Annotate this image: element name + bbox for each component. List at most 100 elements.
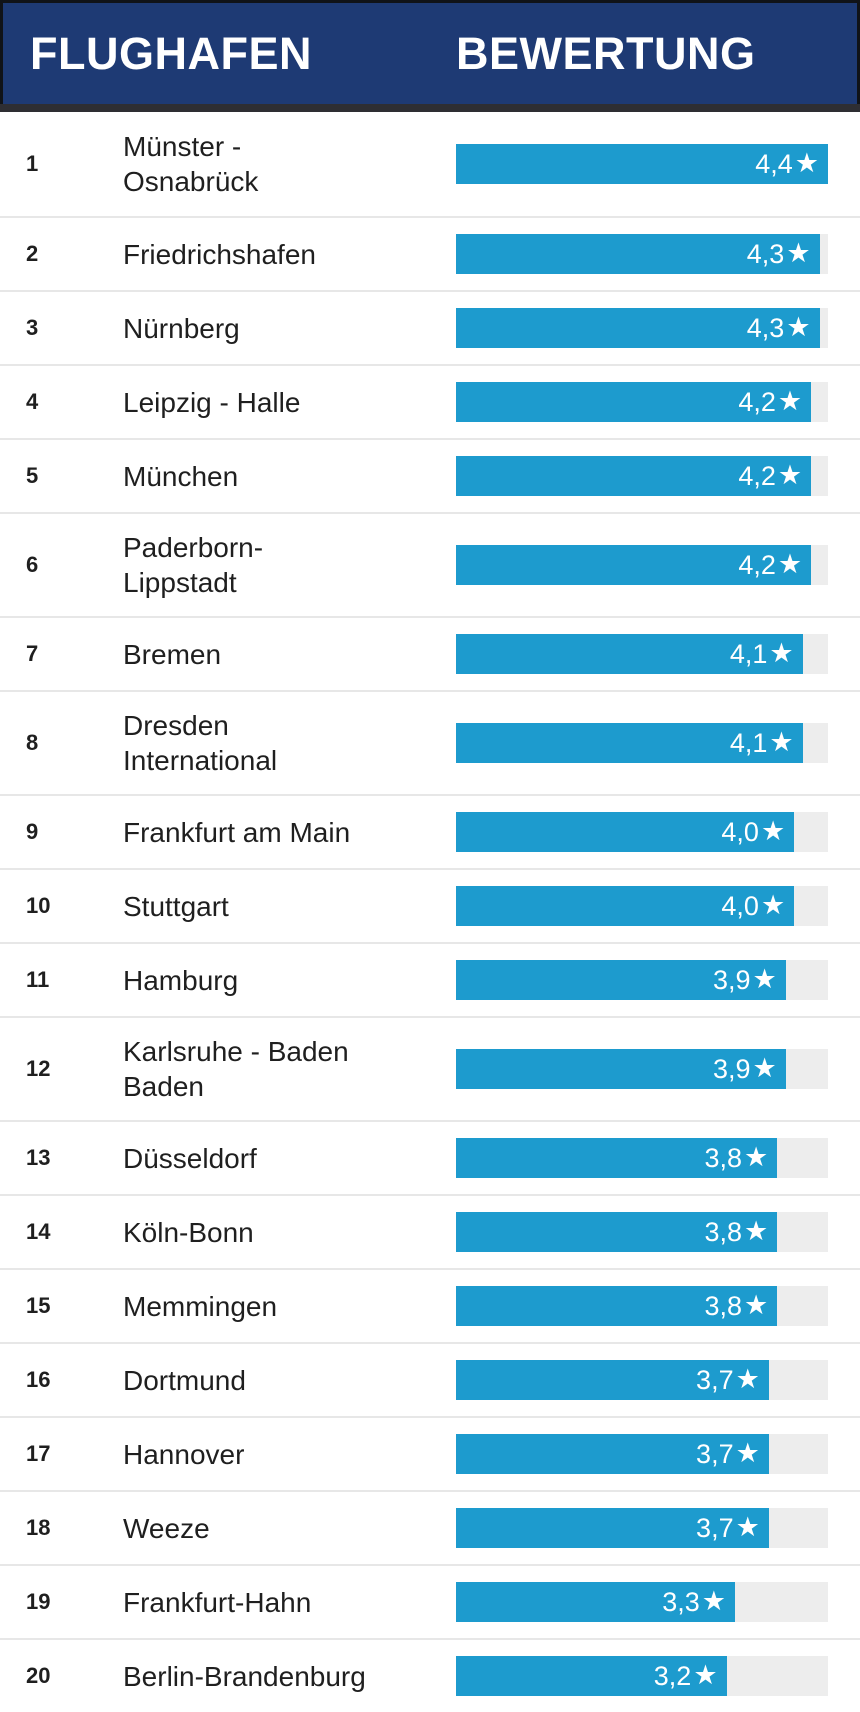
rating-value: 4,0 — [721, 816, 759, 847]
rating-bar-track: 4,4 ★ — [456, 144, 828, 184]
airport-name: Nürnberg — [123, 312, 240, 344]
rating-bar-track: 4,3 ★ — [456, 234, 828, 274]
table-row: 16 Dortmund 3,7 ★ — [0, 1342, 860, 1416]
star-icon: ★ — [752, 963, 777, 994]
airport-name: Stuttgart — [123, 890, 229, 922]
rating-bar-track: 4,0 ★ — [456, 886, 828, 926]
rating-value: 3,9 — [712, 964, 751, 995]
table-row: 3 Nürnberg 4,3 ★ — [0, 290, 860, 364]
rank-label: 9 — [26, 819, 39, 844]
rating-bar: 4,0 ★ — [456, 886, 795, 926]
rating-value: 3,7 — [696, 1438, 734, 1469]
star-icon: ★ — [777, 385, 803, 416]
table-row: 13 Düsseldorf 3,8 ★ — [0, 1120, 860, 1194]
rank-label: 11 — [26, 967, 50, 992]
rating-bar-track: 3,9 ★ — [456, 960, 828, 1000]
airport-name: Friedrichshafen — [123, 238, 316, 270]
table-row: 15 Memmingen 3,8 ★ — [0, 1268, 860, 1342]
rating-bar: 4,0 ★ — [456, 812, 795, 852]
rating-value: 4,2 — [738, 460, 776, 491]
rating-value: 4,3 — [746, 238, 785, 269]
table-row: 11 Hamburg 3,9 ★ — [0, 942, 860, 1016]
airport-name: Paderborn- Lippstadt — [123, 532, 264, 598]
rating-value: 4,4 — [755, 148, 793, 179]
table-row: 12 Karlsruhe - Baden Baden 3,9 ★ — [0, 1016, 860, 1120]
rating-bar: 4,2 ★ — [456, 456, 812, 496]
star-icon: ★ — [752, 1052, 777, 1083]
header-divider — [0, 104, 860, 112]
airport-name: Hannover — [123, 1438, 245, 1470]
airport-name: Leipzig - Halle — [123, 386, 301, 418]
rank-label: 20 — [26, 1663, 51, 1688]
rating-bar-track: 4,2 ★ — [456, 382, 828, 422]
airport-name: München — [123, 460, 239, 492]
rank-label: 17 — [26, 1441, 51, 1466]
star-icon: ★ — [735, 1437, 760, 1468]
airport-name: Frankfurt am Main — [123, 816, 351, 848]
star-icon: ★ — [777, 459, 803, 490]
table-row: 6 Paderborn- Lippstadt 4,2 ★ — [0, 512, 860, 616]
rating-bar: 3,8 ★ — [456, 1138, 778, 1178]
rating-bar-track: 3,7 ★ — [456, 1508, 828, 1548]
rank-label: 3 — [26, 315, 39, 340]
rank-label: 19 — [26, 1589, 51, 1614]
rating-bar: 4,1 ★ — [456, 723, 803, 763]
star-icon: ★ — [760, 889, 786, 920]
rank-label: 4 — [26, 389, 39, 414]
airport-name: Berlin-Brandenburg — [123, 1660, 366, 1692]
rank-label: 15 — [26, 1293, 51, 1318]
airport-name: Dortmund — [123, 1364, 246, 1396]
rank-label: 14 — [26, 1219, 51, 1244]
rating-value: 3,7 — [696, 1512, 734, 1543]
rating-value: 3,2 — [653, 1660, 692, 1691]
rating-bar-track: 3,3 ★ — [456, 1582, 828, 1622]
table-row: 17 Hannover 3,7 ★ — [0, 1416, 860, 1490]
rank-label: 7 — [26, 641, 39, 666]
airport-name: Frankfurt-Hahn — [123, 1586, 312, 1618]
table-row: 8 Dresden International 4,1 ★ — [0, 690, 860, 794]
rating-bar: 3,7 ★ — [456, 1508, 769, 1548]
airport-name: Hamburg — [123, 964, 239, 996]
rating-value: 4,2 — [738, 549, 776, 580]
star-icon: ★ — [735, 1363, 760, 1394]
rating-bar: 3,7 ★ — [456, 1360, 769, 1400]
rank-label: 13 — [26, 1145, 51, 1170]
star-icon: ★ — [693, 1659, 718, 1690]
star-icon: ★ — [769, 726, 794, 757]
star-icon: ★ — [744, 1215, 769, 1246]
table-row: 9 Frankfurt am Main 4,0 ★ — [0, 794, 860, 868]
rating-bar-track: 4,0 ★ — [456, 812, 828, 852]
rating-value: 3,7 — [696, 1364, 734, 1395]
rating-value: 3,9 — [712, 1053, 751, 1084]
table-row: 20 Berlin-Brandenburg 3,2 ★ — [0, 1638, 860, 1712]
airport-name: Köln-Bonn — [123, 1216, 254, 1248]
rating-value: 4,1 — [729, 727, 768, 758]
rating-bar: 3,7 ★ — [456, 1434, 769, 1474]
star-icon: ★ — [786, 311, 811, 342]
star-icon: ★ — [786, 237, 811, 268]
rating-value: 3,8 — [704, 1142, 743, 1173]
rating-bar: 4,1 ★ — [456, 634, 803, 674]
airport-name: Bremen — [123, 638, 222, 670]
rank-label: 1 — [26, 151, 39, 176]
table-row: 19 Frankfurt-Hahn 3,3 ★ — [0, 1564, 860, 1638]
rating-bar: 4,3 ★ — [456, 308, 820, 348]
rating-bar-track: 4,2 ★ — [456, 456, 828, 496]
airport-name: Münster - Osnabrück — [123, 131, 259, 197]
airport-name: Weeze — [123, 1512, 210, 1544]
star-icon: ★ — [744, 1289, 769, 1320]
table-row: 4 Leipzig - Halle 4,2 ★ — [0, 364, 860, 438]
rating-bar-track: 4,3 ★ — [456, 308, 828, 348]
star-icon: ★ — [744, 1141, 769, 1172]
star-icon: ★ — [769, 637, 794, 668]
table-row: 1 Münster - Osnabrück 4,4 ★ — [0, 112, 860, 216]
star-icon: ★ — [794, 147, 819, 178]
rating-value: 4,2 — [738, 386, 776, 417]
table-header: FLUGHAFEN BEWERTUNG — [0, 0, 860, 104]
airport-name: Düsseldorf — [123, 1142, 257, 1174]
table-row: 5 München 4,2 ★ — [0, 438, 860, 512]
rank-label: 5 — [26, 463, 39, 488]
rating-value: 4,0 — [721, 890, 759, 921]
rating-value: 3,3 — [662, 1586, 700, 1617]
